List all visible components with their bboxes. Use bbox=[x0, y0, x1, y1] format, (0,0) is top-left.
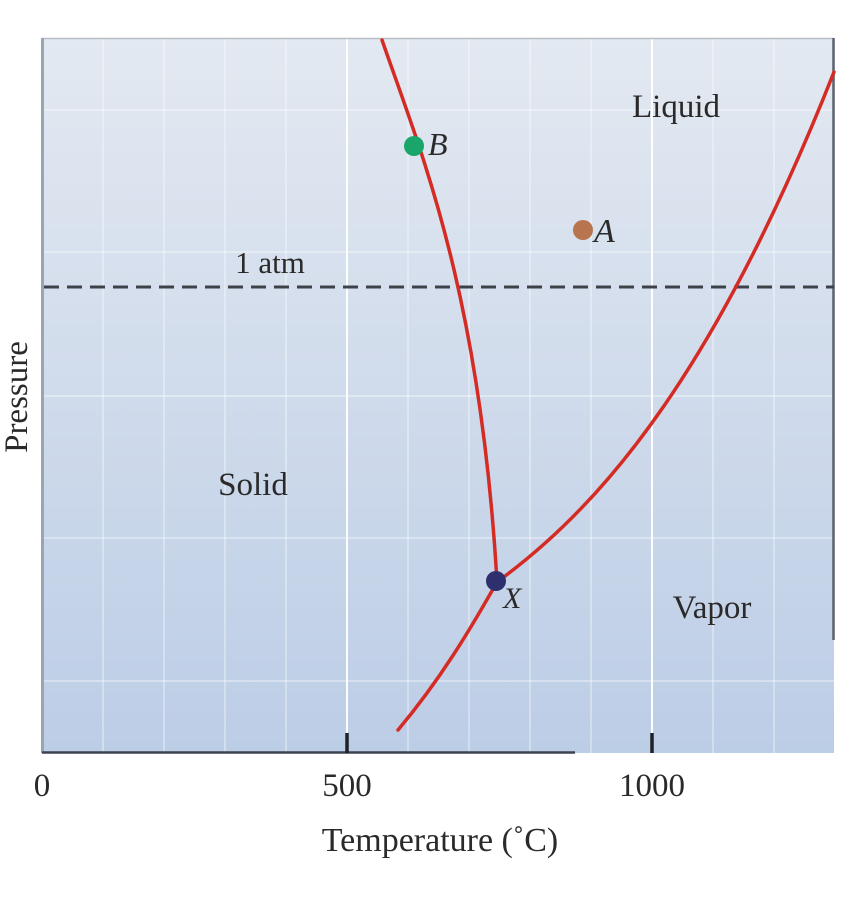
liquid-region-label: Liquid bbox=[632, 89, 720, 125]
vapor-region-label: Vapor bbox=[673, 590, 752, 626]
phase-boundaries bbox=[380, 38, 836, 732]
x-tick-label-0: 0 bbox=[34, 768, 51, 804]
point-a-marker bbox=[573, 220, 593, 240]
grid-lines bbox=[42, 38, 834, 753]
solid-region-label: Solid bbox=[218, 467, 288, 503]
x-tick-label-500: 500 bbox=[322, 768, 372, 804]
point-b-label: B bbox=[428, 126, 448, 162]
melting-curve bbox=[380, 38, 499, 584]
point-x-label: X bbox=[502, 582, 523, 615]
y-axis-title: Pressure bbox=[0, 341, 35, 453]
point-b-marker bbox=[404, 136, 424, 156]
x-axis-title: Temperature (˚C) bbox=[322, 822, 558, 859]
x-tick-label-1000: 1000 bbox=[619, 768, 685, 804]
triple-point-x-marker bbox=[486, 571, 506, 591]
sublimation-curve bbox=[396, 580, 499, 732]
boiling-curve bbox=[495, 70, 836, 584]
major-grid-lines bbox=[346, 38, 653, 753]
one-atm-label: 1 atm bbox=[235, 245, 305, 280]
point-a-label: A bbox=[592, 213, 615, 250]
